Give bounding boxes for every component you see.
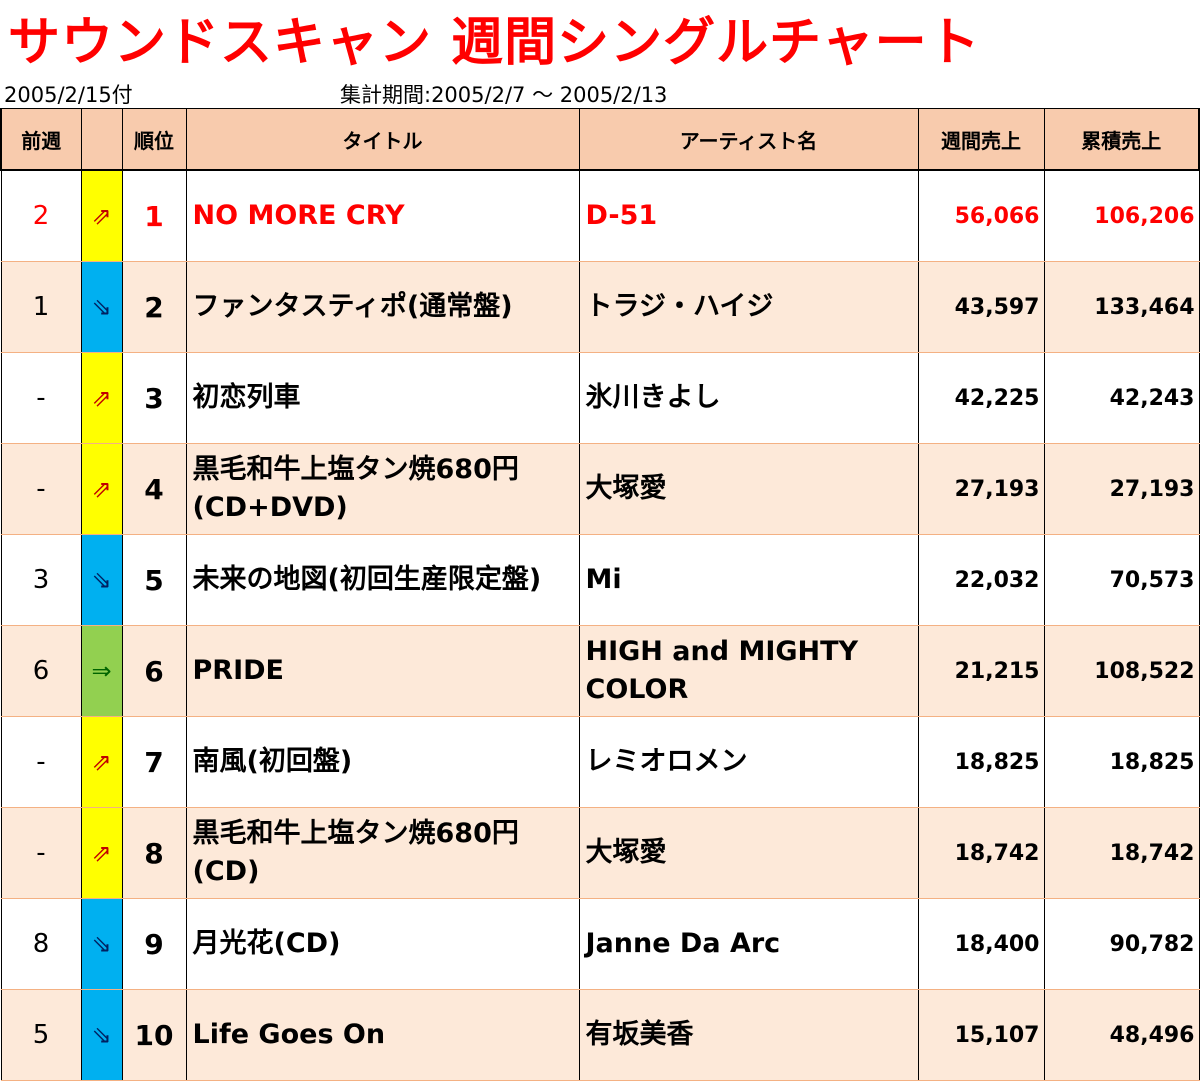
col-header-rank: 順位	[121, 108, 187, 171]
rank-cell: 8	[121, 807, 187, 899]
total-sales-cell: 133,464	[1043, 261, 1200, 353]
artist-cell: トラジ・ハイジ	[578, 261, 919, 353]
song-title-cell: ファンタスティポ(通常盤)	[185, 261, 580, 353]
weekly-sales-cell: 18,825	[917, 716, 1045, 808]
table-row: 3 ⇘ 5 未来の地図(初回生産限定盤) Mi 22,032 70,573	[0, 534, 1200, 626]
col-header-movement	[80, 108, 123, 171]
prev-week-cell: 8	[0, 898, 82, 990]
song-title-cell: Life Goes On	[185, 989, 580, 1081]
song-title-cell: 月光花(CD)	[185, 898, 580, 990]
weekly-sales-cell: 21,215	[917, 625, 1045, 717]
table-row: 8 ⇘ 9 月光花(CD) Janne Da Arc 18,400 90,782	[0, 898, 1200, 990]
movement-arrow-icon: ⇘	[80, 989, 123, 1081]
weekly-sales-cell: 42,225	[917, 352, 1045, 444]
rank-cell: 5	[121, 534, 187, 626]
prev-week-cell: -	[0, 807, 82, 899]
song-title-cell: 黒毛和牛上塩タン焼680円(CD)	[185, 807, 580, 899]
col-header-artist: アーティスト名	[578, 108, 919, 171]
rank-cell: 6	[121, 625, 187, 717]
aggregation-period: 集計期間:2005/2/7 ～ 2005/2/13	[340, 83, 668, 107]
song-title-cell: 初恋列車	[185, 352, 580, 444]
prev-week-cell: -	[0, 716, 82, 808]
movement-arrow-icon: ⇗	[80, 169, 123, 262]
rank-cell: 9	[121, 898, 187, 990]
table-row: - ⇗ 7 南風(初回盤) レミオロメン 18,825 18,825	[0, 716, 1200, 808]
rank-cell: 10	[121, 989, 187, 1081]
prev-week-cell: 1	[0, 261, 82, 353]
movement-arrow-icon: ⇒	[80, 625, 123, 717]
movement-arrow-icon: ⇘	[80, 534, 123, 626]
weekly-sales-cell: 22,032	[917, 534, 1045, 626]
total-sales-cell: 90,782	[1043, 898, 1200, 990]
weekly-sales-cell: 15,107	[917, 989, 1045, 1081]
total-sales-cell: 18,825	[1043, 716, 1200, 808]
prev-week-cell: -	[0, 352, 82, 444]
header-row: 前週 順位 タイトル アーティスト名 週間売上 累積売上	[0, 108, 1200, 171]
rank-cell: 3	[121, 352, 187, 444]
song-title-cell: PRIDE	[185, 625, 580, 717]
col-header-prev-week: 前週	[0, 108, 82, 171]
issue-date: 2005/2/15付	[4, 83, 133, 107]
artist-cell: D-51	[578, 169, 919, 262]
artist-cell: レミオロメン	[578, 716, 919, 808]
artist-cell: 大塚愛	[578, 807, 919, 899]
table-row: 1 ⇘ 2 ファンタスティポ(通常盤) トラジ・ハイジ 43,597 133,464	[0, 261, 1200, 353]
table-row: 6 ⇒ 6 PRIDE HIGH and MIGHTY COLOR 21,215 108,5…	[0, 625, 1200, 717]
rank-cell: 1	[121, 169, 187, 262]
movement-arrow-icon: ⇗	[80, 807, 123, 899]
total-sales-cell: 27,193	[1043, 443, 1200, 535]
total-sales-cell: 106,206	[1043, 169, 1200, 262]
movement-arrow-icon: ⇘	[80, 898, 123, 990]
col-header-total-sales: 累積売上	[1043, 108, 1200, 171]
total-sales-cell: 18,742	[1043, 807, 1200, 899]
movement-arrow-icon: ⇗	[80, 352, 123, 444]
col-header-title: タイトル	[185, 108, 580, 171]
col-header-weekly-sales: 週間売上	[917, 108, 1045, 171]
total-sales-cell: 48,496	[1043, 989, 1200, 1081]
artist-cell: 大塚愛	[578, 443, 919, 535]
singles-chart-table: 前週 順位 タイトル アーティスト名 週間売上 累積売上 2 ⇗ 1 NO MORE …	[0, 108, 1200, 1081]
movement-arrow-icon: ⇗	[80, 443, 123, 535]
movement-arrow-icon: ⇗	[80, 716, 123, 808]
artist-cell: Janne Da Arc	[578, 898, 919, 990]
artist-cell: HIGH and MIGHTY COLOR	[578, 625, 919, 717]
artist-cell: 氷川きよし	[578, 352, 919, 444]
rank-cell: 4	[121, 443, 187, 535]
chart-body: 2 ⇗ 1 NO MORE CRY D-51 56,066 106,206 1 ⇘ 2 ファンタステ…	[0, 169, 1200, 1081]
prev-week-cell: 3	[0, 534, 82, 626]
prev-week-cell: 5	[0, 989, 82, 1081]
total-sales-cell: 70,573	[1043, 534, 1200, 626]
weekly-sales-cell: 43,597	[917, 261, 1045, 353]
song-title-cell: NO MORE CRY	[185, 169, 580, 262]
movement-arrow-icon: ⇘	[80, 261, 123, 353]
artist-cell: Mi	[578, 534, 919, 626]
prev-week-cell: 2	[0, 169, 82, 262]
table-row: 5 ⇘ 10 Life Goes On 有坂美香 15,107 48,496	[0, 989, 1200, 1081]
prev-week-cell: -	[0, 443, 82, 535]
artist-cell: 有坂美香	[578, 989, 919, 1081]
table-row: 2 ⇗ 1 NO MORE CRY D-51 56,066 106,206	[0, 169, 1200, 262]
total-sales-cell: 108,522	[1043, 625, 1200, 717]
table-row: - ⇗ 3 初恋列車 氷川きよし 42,225 42,243	[0, 352, 1200, 444]
table-row: - ⇗ 4 黒毛和牛上塩タン焼680円(CD+DVD) 大塚愛 27,193 27,193	[0, 443, 1200, 535]
chart-title: サウンドスキャン 週間シングルチャート	[8, 13, 981, 73]
total-sales-cell: 42,243	[1043, 352, 1200, 444]
song-title-cell: 南風(初回盤)	[185, 716, 580, 808]
rank-cell: 7	[121, 716, 187, 808]
weekly-sales-cell: 18,400	[917, 898, 1045, 990]
weekly-sales-cell: 27,193	[917, 443, 1045, 535]
song-title-cell: 黒毛和牛上塩タン焼680円(CD+DVD)	[185, 443, 580, 535]
rank-cell: 2	[121, 261, 187, 353]
weekly-sales-cell: 18,742	[917, 807, 1045, 899]
prev-week-cell: 6	[0, 625, 82, 717]
song-title-cell: 未来の地図(初回生産限定盤)	[185, 534, 580, 626]
weekly-sales-cell: 56,066	[917, 169, 1045, 262]
table-row: - ⇗ 8 黒毛和牛上塩タン焼680円(CD) 大塚愛 18,742 18,742	[0, 807, 1200, 899]
